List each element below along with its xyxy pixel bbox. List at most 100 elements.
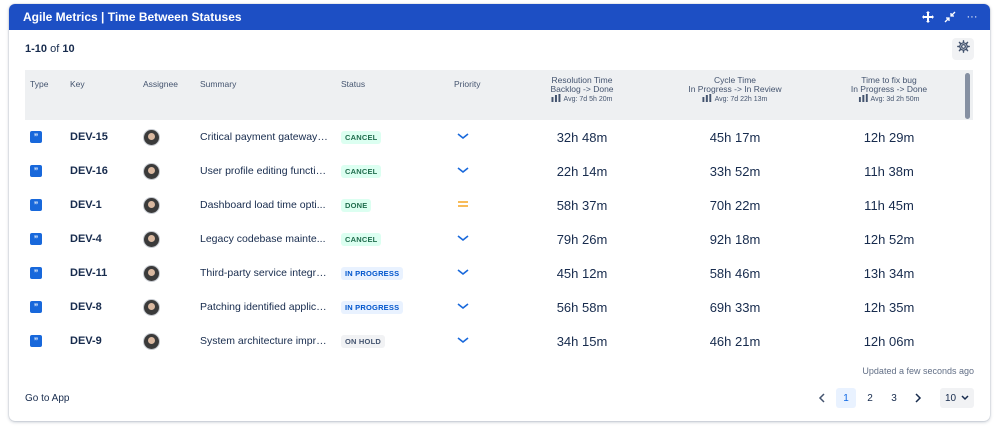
column-time-to-fix-bug[interactable]: Time to fix bug In Progress -> Done Avg:… (850, 75, 928, 105)
cycle-time-value: 70h 22m (709, 197, 761, 213)
priority-cell (457, 256, 469, 290)
table-row[interactable]: ” DEV-15 Critical payment gateway i... CANC… (25, 120, 973, 154)
cycle-time-value: 92h 18m (709, 231, 761, 247)
quote-icon: ” (30, 267, 42, 279)
page-3-button[interactable]: 3 (891, 392, 897, 404)
page-2-button[interactable]: 2 (867, 392, 873, 404)
issue-key[interactable]: DEV-11 (70, 267, 108, 279)
quote-icon: ” (30, 335, 42, 347)
priority-cell (457, 120, 469, 154)
status-badge: IN PROGRESS (341, 300, 404, 314)
column-priority[interactable]: Priority (454, 79, 481, 89)
issue-summary[interactable]: Patching identified applica... (200, 301, 330, 313)
column-type[interactable]: Type (30, 79, 49, 89)
priority-low-icon (457, 233, 469, 245)
resolution-time-value: 32h 48m (556, 129, 608, 145)
avatar[interactable] (143, 162, 160, 180)
summary-cell: Legacy codebase mainte... (200, 222, 330, 256)
summary-cell: User profile editing functio... (200, 154, 330, 188)
status-badge: CANCEL (341, 232, 382, 246)
priority-cell (457, 222, 469, 256)
issue-key[interactable]: DEV-9 (70, 335, 102, 347)
avatar[interactable] (143, 128, 160, 146)
status-cell: IN PROGRESS (341, 256, 404, 290)
column-key[interactable]: Key (70, 79, 85, 89)
issue-summary[interactable]: System architecture impro... (200, 335, 330, 347)
time-to-fix-bug-value: 12h 06m (863, 333, 915, 349)
assignee-cell (143, 188, 160, 222)
quote-icon: ” (30, 233, 42, 245)
avatar[interactable] (143, 196, 160, 214)
issue-summary[interactable]: Third-party service integra... (200, 267, 330, 279)
priority-cell (457, 324, 469, 358)
table-row[interactable]: ” DEV-1 Dashboard load time opti... DONE 58h… (25, 188, 973, 222)
chevron-left-icon (818, 393, 825, 403)
avatar[interactable] (143, 298, 160, 316)
move-icon[interactable] (922, 11, 934, 23)
time-to-fix-bug-value: 11h 45m (864, 197, 914, 213)
gadget-header: Agile Metrics | Time Between Statuses ··… (9, 4, 990, 30)
avatar[interactable] (143, 332, 160, 350)
status-cell: DONE (341, 188, 372, 222)
table-row[interactable]: ” DEV-4 Legacy codebase mainte... CANCEL 79h… (25, 222, 973, 256)
table-row[interactable]: ” DEV-9 System architecture impro... ON HOL… (25, 324, 973, 358)
page-1-button[interactable]: 1 (836, 388, 856, 408)
issue-key[interactable]: DEV-8 (70, 301, 102, 313)
gadget-title: Agile Metrics | Time Between Statuses (23, 10, 242, 24)
issue-key[interactable]: DEV-1 (70, 199, 102, 211)
prev-page-button[interactable] (812, 388, 832, 408)
quote-icon: ” (30, 131, 42, 143)
issue-key[interactable]: DEV-4 (70, 233, 102, 245)
more-icon[interactable]: ··· (966, 10, 978, 23)
next-page-button[interactable] (908, 388, 928, 408)
status-cell: CANCEL (341, 120, 382, 154)
issue-key[interactable]: DEV-15 (70, 131, 108, 143)
metrics-gadget: Agile Metrics | Time Between Statuses ··… (9, 4, 990, 421)
resolution-time-value: 79h 26m (556, 231, 608, 247)
column-cycle-time[interactable]: Cycle Time In Progress -> In Review Avg:… (688, 75, 782, 104)
type-cell: ” (30, 154, 42, 188)
column-assignee[interactable]: Assignee (143, 79, 178, 89)
issue-summary[interactable]: Legacy codebase mainte... (200, 233, 326, 245)
summary-cell: Critical payment gateway i... (200, 120, 330, 154)
gear-icon (956, 40, 970, 58)
time-to-fix-bug-value: 12h 52m (863, 231, 915, 247)
summary-cell: Dashboard load time opti... (200, 188, 330, 222)
assignee-cell (143, 222, 160, 256)
quote-icon: ” (30, 199, 42, 211)
column-resolution-time[interactable]: Resolution Time Backlog -> Done Avg: 7d … (550, 75, 614, 105)
status-badge: CANCEL (341, 130, 382, 144)
table-row[interactable]: ” DEV-8 Patching identified applica... IN P… (25, 290, 973, 324)
time-to-fix-bug-value: 12h 29m (863, 129, 915, 145)
table-body: ” DEV-15 Critical payment gateway i... CANC… (25, 120, 973, 358)
go-to-app-link[interactable]: Go to App (25, 393, 70, 404)
bar-chart-icon (858, 94, 868, 105)
priority-low-icon (457, 131, 469, 143)
column-status[interactable]: Status (341, 79, 366, 89)
type-cell: ” (30, 222, 42, 256)
updated-text: Updated a few seconds ago (862, 366, 974, 376)
avatar[interactable] (143, 230, 160, 248)
bar-chart-icon (551, 94, 561, 105)
table-row[interactable]: ” DEV-11 Third-party service integra... IN … (25, 256, 973, 290)
status-cell: IN PROGRESS (341, 290, 404, 324)
type-cell: ” (30, 256, 42, 290)
table-row[interactable]: ” DEV-16 User profile editing functio... CA… (25, 154, 973, 188)
chevron-down-icon (961, 395, 969, 401)
issue-summary[interactable]: Dashboard load time opti... (200, 199, 326, 211)
scrollbar[interactable] (965, 73, 970, 119)
minimize-icon[interactable] (944, 11, 956, 23)
priority-low-icon (457, 267, 469, 279)
quote-icon: ” (30, 301, 42, 313)
resolution-time-value: 58h 37m (556, 197, 608, 213)
issue-summary[interactable]: User profile editing functio... (200, 165, 330, 177)
settings-button[interactable] (952, 38, 974, 60)
issue-key[interactable]: DEV-16 (70, 165, 108, 177)
priority-low-icon (457, 335, 469, 347)
status-badge: DONE (341, 198, 372, 212)
issue-summary[interactable]: Critical payment gateway i... (200, 131, 330, 143)
column-summary[interactable]: Summary (200, 79, 237, 89)
resolution-time-value: 56h 58m (556, 299, 608, 315)
avatar[interactable] (143, 264, 160, 282)
per-page-select[interactable]: 10 (940, 388, 974, 408)
